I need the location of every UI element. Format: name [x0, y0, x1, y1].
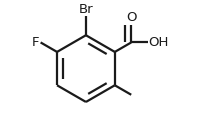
Text: OH: OH — [149, 36, 169, 49]
Text: O: O — [126, 11, 136, 24]
Text: F: F — [32, 36, 40, 49]
Text: Br: Br — [79, 3, 93, 16]
